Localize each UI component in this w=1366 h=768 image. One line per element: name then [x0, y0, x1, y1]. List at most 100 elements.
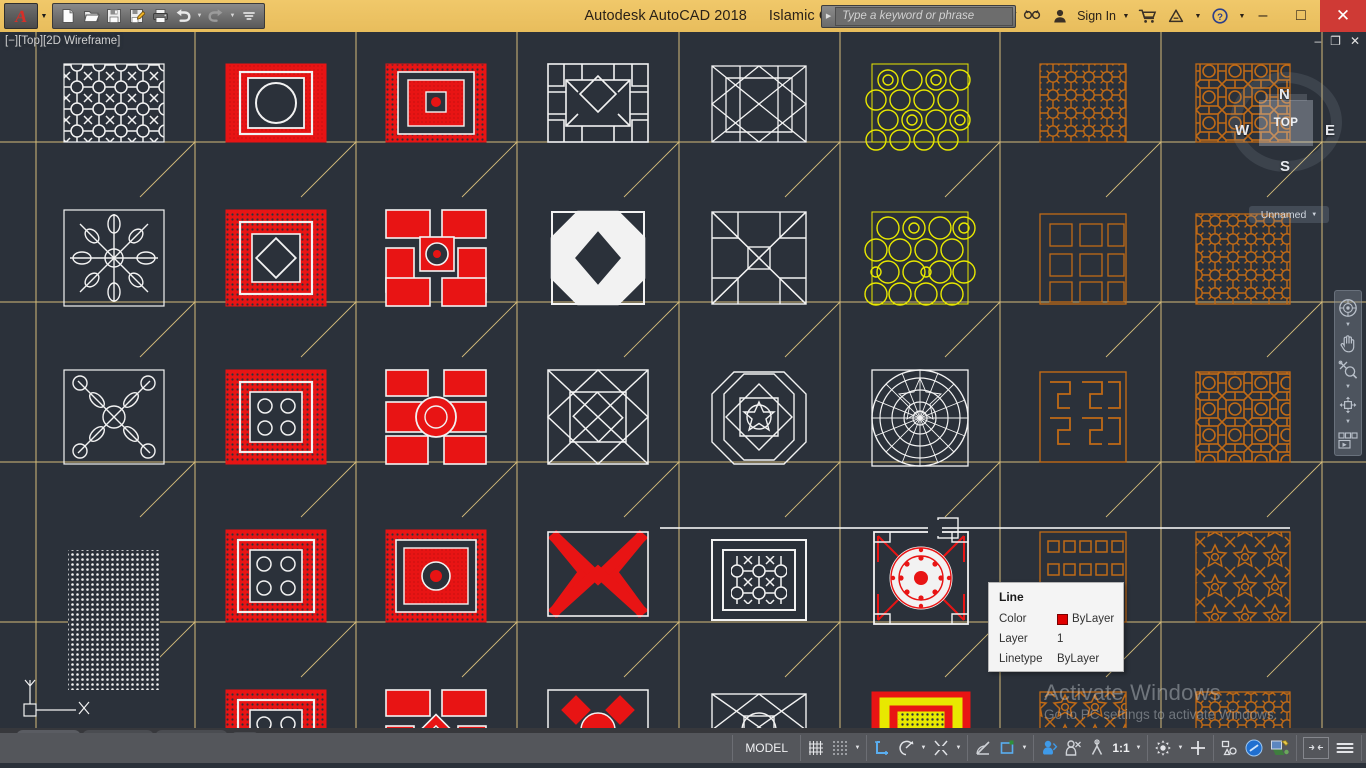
workspace-switching-icon[interactable]	[1151, 736, 1175, 760]
viewcube-faces[interactable]: TOP	[1251, 94, 1321, 152]
autodesk-a360-icon[interactable]	[1164, 4, 1188, 28]
full-navigation-wheel-icon[interactable]	[1335, 295, 1361, 321]
redo-dropdown-caret-icon[interactable]: ▼	[229, 13, 236, 19]
autodesk-logo-icon: A	[13, 6, 29, 26]
drawing-canvas[interactable]: [−][Top][2D Wireframe] – ❐ ✕	[0, 32, 1366, 728]
cart-icon[interactable]	[1136, 4, 1160, 28]
close-button[interactable]: ✕	[1320, 0, 1366, 32]
a360-caret-icon[interactable]: ▼	[1194, 12, 1202, 20]
selection-cycling-toggle[interactable]	[1085, 736, 1109, 760]
redo-icon[interactable]	[205, 5, 227, 27]
search-web-icon[interactable]	[1020, 4, 1044, 28]
sign-in-caret-icon[interactable]: ▼	[1122, 12, 1130, 20]
undo-dropdown-caret-icon[interactable]: ▼	[196, 13, 203, 19]
search-input[interactable]: Type a keyword or phrase	[835, 6, 1014, 26]
new-icon[interactable]	[57, 5, 79, 27]
viewport-label[interactable]: [−][Top][2D Wireframe]	[5, 35, 121, 47]
viewcube-south-label[interactable]: S	[1280, 158, 1291, 175]
ucs-selector[interactable]: Unnamed ▼	[1249, 206, 1329, 223]
viewcube-back-edge[interactable]	[1265, 94, 1307, 101]
tile-c2r2	[225, 209, 327, 307]
hardware-acceleration-icon[interactable]	[1241, 736, 1267, 760]
showmotion-icon[interactable]	[1335, 427, 1361, 453]
tile-c3r1	[385, 63, 487, 143]
search-arrow-icon[interactable]: ▶	[825, 13, 832, 20]
lineweight-toggle[interactable]	[1037, 736, 1061, 760]
object-snap-tracking-toggle[interactable]	[971, 736, 995, 760]
tooltip-title: Line	[999, 590, 1024, 604]
open-icon[interactable]	[80, 5, 102, 27]
save-icon[interactable]	[103, 5, 125, 27]
object-snap-toggle[interactable]	[929, 736, 953, 760]
application-menu-caret-icon[interactable]: ▼	[40, 12, 48, 20]
tile-c1r4	[68, 550, 160, 690]
tile-c5r2	[711, 211, 807, 305]
viewcube-top-face[interactable]: TOP	[1259, 100, 1313, 146]
tile-c4r3	[546, 368, 650, 466]
annotation-scale-caret-icon[interactable]: ▼	[1135, 745, 1142, 751]
clean-screen-icon[interactable]	[1267, 736, 1293, 760]
annotation-monitor-icon[interactable]	[1186, 736, 1210, 760]
dynamic-ucs-toggle[interactable]	[995, 736, 1019, 760]
minimize-button[interactable]: –	[1258, 7, 1268, 24]
tile-c3r3	[385, 369, 487, 465]
tile-c6r3	[871, 369, 969, 467]
tile-c6r5	[871, 691, 971, 728]
ucs-dropdown-caret-icon[interactable]: ▼	[1021, 745, 1028, 751]
annotation-scale-value[interactable]: 1:1	[1112, 741, 1130, 755]
undo-icon[interactable]	[172, 5, 194, 27]
tile-c1r1	[63, 63, 165, 143]
plot-icon[interactable]	[149, 5, 171, 27]
polar-dropdown-caret-icon[interactable]: ▼	[920, 745, 927, 751]
osnap-dropdown-caret-icon[interactable]: ▼	[955, 745, 962, 751]
status-group-display	[1213, 735, 1296, 761]
snap-mode-toggle[interactable]	[828, 736, 852, 760]
tile-c8r5	[1195, 691, 1291, 728]
maximize-button[interactable]: □	[1296, 7, 1306, 24]
isolate-objects-icon[interactable]	[1217, 736, 1241, 760]
snap-dropdown-caret-icon[interactable]: ▼	[854, 745, 861, 751]
save-as-icon[interactable]	[126, 5, 148, 27]
application-menu-button[interactable]: A	[4, 3, 38, 29]
selected-line[interactable]	[0, 32, 1366, 728]
transparency-toggle[interactable]	[1061, 736, 1085, 760]
viewcube-compass-ring[interactable]	[1230, 72, 1342, 172]
pan-hand-icon[interactable]	[1335, 330, 1361, 356]
orbit-icon[interactable]	[1335, 392, 1361, 418]
view-cube[interactable]: TOP N E S W Unnamed ▼	[1226, 52, 1346, 223]
sign-in-label[interactable]: Sign In	[1077, 9, 1116, 23]
drawing-close-button[interactable]: ✕	[1349, 34, 1360, 48]
search-box[interactable]: ▶ Type a keyword or phrase	[821, 4, 1017, 28]
zoom-extents-icon[interactable]	[1335, 357, 1361, 383]
user-icon[interactable]	[1048, 4, 1072, 28]
customization-menu-icon[interactable]	[1332, 736, 1358, 760]
tile-c1r2	[63, 209, 165, 307]
tile-c8r3	[1195, 371, 1291, 463]
polar-tracking-toggle[interactable]	[894, 736, 918, 760]
color-swatch-icon	[1057, 613, 1068, 625]
viewcube-north-label[interactable]: N	[1279, 86, 1290, 103]
drawing-restore-button[interactable]: ❐	[1330, 34, 1341, 48]
navigation-bar[interactable]: ▼ ▼ ▼	[1334, 290, 1362, 456]
fullscreen-box-icon[interactable]	[1303, 737, 1329, 759]
infocenter: ▶ Type a keyword or phrase Sign In ▼ ▼ ?…	[821, 4, 1248, 28]
help-icon[interactable]: ?	[1208, 4, 1232, 28]
tooltip-value-linetype: ByLayer	[1057, 653, 1100, 665]
customize-qat-icon[interactable]	[238, 5, 260, 27]
tile-c5r1	[710, 65, 808, 143]
ucs-selector-label: Unnamed	[1260, 208, 1307, 221]
tooltip-row-layer: Layer 1	[999, 629, 1123, 649]
help-caret-icon[interactable]: ▼	[1238, 12, 1246, 20]
drawing-minimize-button[interactable]: –	[1314, 34, 1322, 48]
tile-c8r4	[1195, 531, 1291, 623]
navbar-divider-2: ▼	[1345, 384, 1351, 390]
grid-display-toggle[interactable]	[804, 736, 828, 760]
fullscreen-icon[interactable]	[1300, 736, 1332, 760]
model-space-button[interactable]: MODEL	[745, 741, 788, 755]
tooltip-key-color: Color	[999, 613, 1027, 625]
chevron-down-icon[interactable]: ▼	[1311, 211, 1318, 218]
viewcube-west-label[interactable]: W	[1235, 122, 1250, 139]
viewcube-east-label[interactable]: E	[1325, 122, 1336, 139]
ortho-mode-toggle[interactable]	[870, 736, 894, 760]
workspace-caret-icon[interactable]: ▼	[1177, 745, 1184, 751]
